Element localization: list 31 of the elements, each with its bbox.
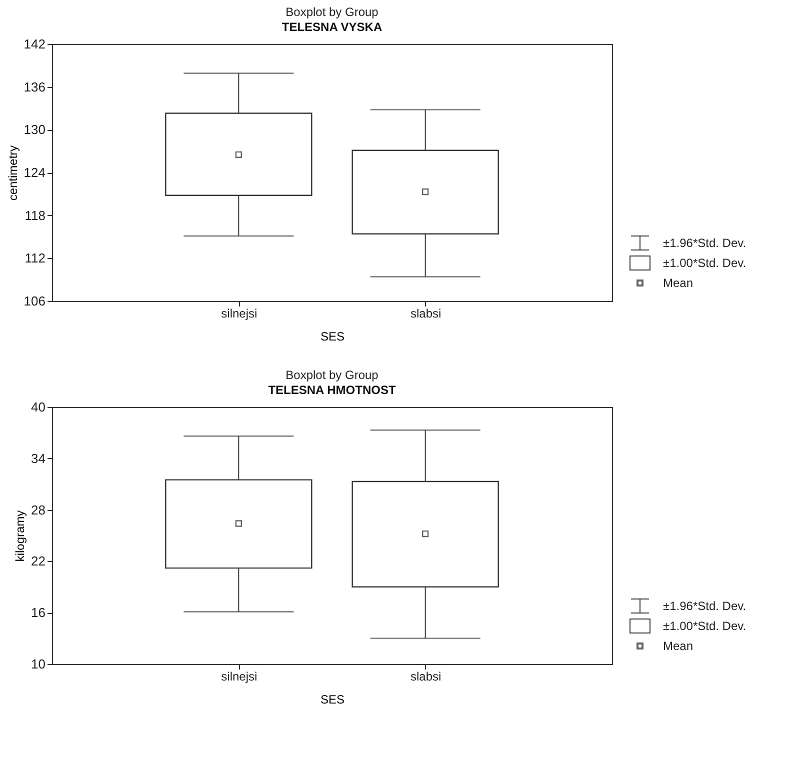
y-tick-label: 34 (31, 450, 46, 466)
chart-title: Boxplot by Group (286, 5, 379, 19)
y-tick-label: 118 (24, 208, 46, 223)
y-tick-label: 142 (24, 36, 46, 52)
text: ±1.00*Std. Dev. (663, 619, 746, 633)
x-axis-title: SES (320, 692, 345, 706)
text: ±1.96*Std. Dev. (663, 599, 746, 613)
text: Mean (663, 639, 694, 653)
x-axis-title: SES (320, 330, 345, 344)
x-tick-label: silnejsi (221, 306, 258, 320)
y-tick-label: 28 (31, 502, 46, 518)
y-tick-label: 136 (24, 79, 46, 94)
x-tick-label: slabsi (410, 670, 442, 684)
y-tick-label: 16 (31, 605, 46, 620)
y-axis-title: kilogramy (13, 510, 28, 562)
y-tick-label: 10 (31, 656, 46, 672)
text: Mean (663, 276, 694, 290)
y-tick-label: 106 (24, 294, 46, 308)
y-axis-title: centimetry (6, 145, 20, 201)
y-tick-label: 22 (31, 554, 46, 569)
y-tick-label: 130 (24, 122, 46, 138)
text: ±1.00*Std. Dev. (663, 256, 746, 270)
chart-subtitle: TELESNA HMOTNOST (268, 383, 396, 397)
x-tick-label: silnejsi (221, 670, 258, 684)
x-tick-label: slabsi (410, 306, 442, 320)
y-tick-label: 112 (24, 250, 46, 266)
y-tick-label: 40 (31, 400, 46, 414)
chart-title: Boxplot by Group (286, 368, 379, 382)
y-tick-label: 124 (24, 165, 46, 180)
chart-subtitle: TELESNA VYSKA (282, 20, 382, 34)
text: ±1.96*Std. Dev. (663, 236, 746, 250)
